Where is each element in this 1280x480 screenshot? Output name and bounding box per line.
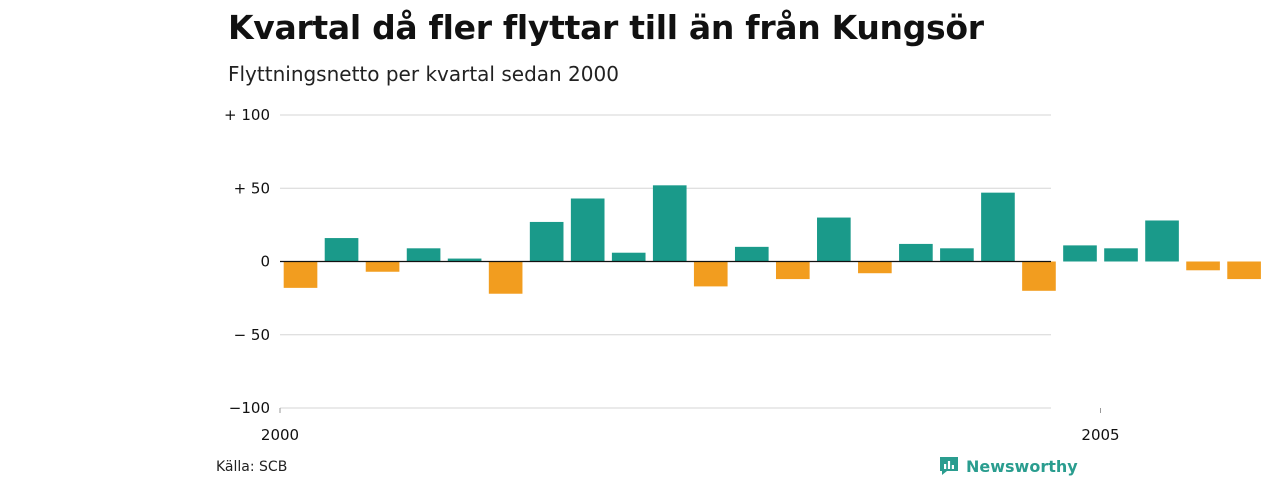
bar <box>529 221 564 262</box>
bar <box>324 238 359 262</box>
source-label: Källa: SCB <box>216 459 288 475</box>
bar <box>858 261 892 274</box>
bar <box>693 261 728 287</box>
bar <box>1063 245 1097 262</box>
bar <box>1104 248 1138 262</box>
y-tick-label: −100 <box>229 399 270 417</box>
bars <box>283 185 1261 294</box>
bar <box>611 252 646 262</box>
bar <box>940 248 974 262</box>
x-tick-label: 2005 <box>1081 426 1119 444</box>
bar <box>652 185 687 262</box>
bar <box>1186 261 1220 271</box>
chart-subtitle: Flyttningsnetto per kvartal sedan 2000 <box>228 62 619 86</box>
y-axis: + 100 + 50 0 − 50 −100 <box>224 106 270 417</box>
bar <box>365 261 400 272</box>
bar <box>283 261 318 288</box>
bar <box>899 243 933 262</box>
gridlines <box>280 114 1051 409</box>
bar <box>406 248 441 262</box>
y-tick-label: − 50 <box>234 326 270 344</box>
bar <box>570 198 605 262</box>
bar <box>1227 261 1261 280</box>
bar <box>775 261 810 280</box>
bar <box>447 258 482 262</box>
brand-logo: Newsworthy <box>938 455 1078 477</box>
x-tick-label: 2000 <box>261 426 299 444</box>
brand-name: Newsworthy <box>966 456 1078 476</box>
y-tick-label: + 50 <box>234 179 270 197</box>
bar <box>488 261 523 294</box>
bar <box>981 192 1015 262</box>
newsworthy-icon <box>940 457 958 475</box>
y-tick-label: + 100 <box>224 106 270 124</box>
bar <box>734 246 769 262</box>
bar <box>1022 261 1056 291</box>
bar <box>1145 220 1179 262</box>
y-tick-label: 0 <box>260 253 270 271</box>
x-axis: 20002005201020152020 <box>261 408 1120 444</box>
bar <box>817 217 851 262</box>
chart-title: Kvartal då fler flyttar till än från Kun… <box>228 8 984 47</box>
